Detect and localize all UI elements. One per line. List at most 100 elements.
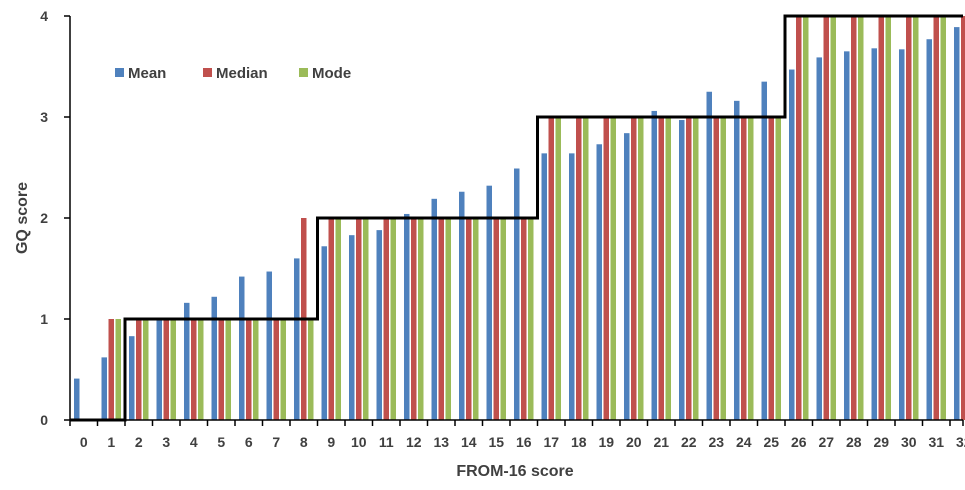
x-tick-label-16: 16 bbox=[516, 434, 532, 450]
bar-mean-0 bbox=[74, 378, 80, 420]
bar-mode-2 bbox=[143, 319, 149, 420]
bar-mode-24 bbox=[748, 117, 754, 420]
x-tick-label-31: 31 bbox=[928, 434, 944, 450]
bar-mode-25 bbox=[775, 117, 781, 420]
bar-median-13 bbox=[438, 218, 444, 420]
x-tick-label-12: 12 bbox=[406, 434, 422, 450]
x-tick-label-21: 21 bbox=[653, 434, 669, 450]
bar-mode-30 bbox=[913, 16, 919, 420]
bar-median-26 bbox=[796, 16, 802, 420]
legend-swatch-mean bbox=[115, 68, 124, 77]
bar-mode-31 bbox=[940, 16, 946, 420]
x-tick-label-9: 9 bbox=[327, 434, 335, 450]
x-tick-label-0: 0 bbox=[80, 434, 88, 450]
bar-mode-27 bbox=[830, 16, 836, 420]
bar-median-6 bbox=[246, 319, 252, 420]
bar-mean-22 bbox=[679, 120, 685, 420]
bar-mode-1 bbox=[115, 319, 121, 420]
bar-mean-17 bbox=[541, 153, 547, 421]
x-tick-label-23: 23 bbox=[708, 434, 724, 450]
y-tick-label-4: 4 bbox=[40, 8, 48, 24]
bar-mean-5 bbox=[211, 296, 217, 420]
bar-mode-13 bbox=[445, 218, 451, 420]
x-tick-label-3: 3 bbox=[162, 434, 170, 450]
bar-median-22 bbox=[686, 117, 692, 420]
legend-label-mode: Mode bbox=[312, 65, 351, 82]
bars-layer bbox=[74, 16, 965, 421]
x-tick-label-19: 19 bbox=[598, 434, 614, 450]
legend-label-median: Median bbox=[216, 65, 268, 82]
x-tick-label-13: 13 bbox=[433, 434, 449, 450]
x-tick-label-2: 2 bbox=[135, 434, 143, 450]
bar-mean-2 bbox=[129, 336, 135, 420]
bar-mean-18 bbox=[569, 153, 575, 421]
bar-median-14 bbox=[466, 218, 472, 420]
bar-mode-16 bbox=[528, 218, 534, 420]
bar-median-29 bbox=[878, 16, 884, 420]
bar-median-27 bbox=[823, 16, 829, 420]
x-tick-label-20: 20 bbox=[626, 434, 642, 450]
bar-median-11 bbox=[383, 218, 389, 420]
bar-mean-26 bbox=[789, 69, 795, 420]
step-line-layer bbox=[70, 14, 963, 422]
bar-median-10 bbox=[356, 218, 362, 420]
bar-mean-29 bbox=[871, 48, 877, 420]
bar-median-18 bbox=[576, 117, 582, 420]
x-tick-label-29: 29 bbox=[873, 434, 889, 450]
x-tick-label-28: 28 bbox=[846, 434, 862, 450]
bar-mean-7 bbox=[266, 271, 272, 420]
bar-median-24 bbox=[741, 117, 747, 420]
bar-mean-10 bbox=[349, 235, 355, 420]
x-tick-label-1: 1 bbox=[107, 434, 115, 450]
bar-median-21 bbox=[658, 117, 664, 420]
bar-mean-25 bbox=[761, 81, 767, 421]
bar-median-16 bbox=[521, 218, 527, 420]
x-tick-label-32: 32 bbox=[956, 434, 965, 450]
bar-median-20 bbox=[631, 117, 637, 420]
bar-median-17 bbox=[548, 117, 554, 420]
bar-median-32 bbox=[961, 16, 965, 420]
x-tick-label-17: 17 bbox=[543, 434, 559, 450]
bar-median-15 bbox=[493, 218, 499, 420]
bar-mean-27 bbox=[816, 57, 822, 420]
x-tick-label-10: 10 bbox=[351, 434, 367, 450]
x-tick-label-5: 5 bbox=[217, 434, 225, 450]
bar-median-25 bbox=[768, 117, 774, 420]
bar-mode-19 bbox=[610, 117, 616, 420]
bar-mean-21 bbox=[651, 110, 657, 420]
x-axis-title: FROM-16 score bbox=[456, 463, 573, 480]
bar-mean-31 bbox=[926, 39, 932, 420]
bar-mean-6 bbox=[239, 276, 245, 420]
bar-median-7 bbox=[273, 319, 279, 420]
bar-mean-11 bbox=[376, 230, 382, 420]
bar-mean-28 bbox=[844, 51, 850, 420]
x-tick-label-4: 4 bbox=[190, 434, 198, 450]
bar-mode-4 bbox=[198, 319, 204, 420]
bar-mode-7 bbox=[280, 319, 286, 420]
bar-mean-19 bbox=[596, 144, 602, 420]
bar-mean-15 bbox=[486, 185, 492, 420]
bar-mean-3 bbox=[156, 317, 162, 420]
y-tick-label-2: 2 bbox=[40, 210, 48, 226]
y-axis-title: GQ score bbox=[14, 182, 31, 254]
legend-label-mean: Mean bbox=[128, 65, 166, 82]
x-tick-label-30: 30 bbox=[901, 434, 917, 450]
y-tick-label-0: 0 bbox=[40, 412, 48, 428]
bar-mode-18 bbox=[583, 117, 589, 420]
x-tick-label-14: 14 bbox=[461, 434, 477, 450]
x-tick-label-25: 25 bbox=[763, 434, 779, 450]
bar-mode-26 bbox=[803, 16, 809, 420]
x-tick-label-7: 7 bbox=[272, 434, 280, 450]
step-line bbox=[70, 14, 963, 422]
x-tick-label-6: 6 bbox=[245, 434, 253, 450]
bar-mean-30 bbox=[899, 49, 905, 420]
bar-median-28 bbox=[851, 16, 857, 420]
bar-mode-10 bbox=[363, 218, 369, 420]
bar-median-2 bbox=[136, 319, 142, 420]
y-tick-label-3: 3 bbox=[40, 109, 48, 125]
bar-median-3 bbox=[163, 319, 169, 420]
bar-median-23 bbox=[713, 117, 719, 420]
x-tick-label-24: 24 bbox=[736, 434, 752, 450]
